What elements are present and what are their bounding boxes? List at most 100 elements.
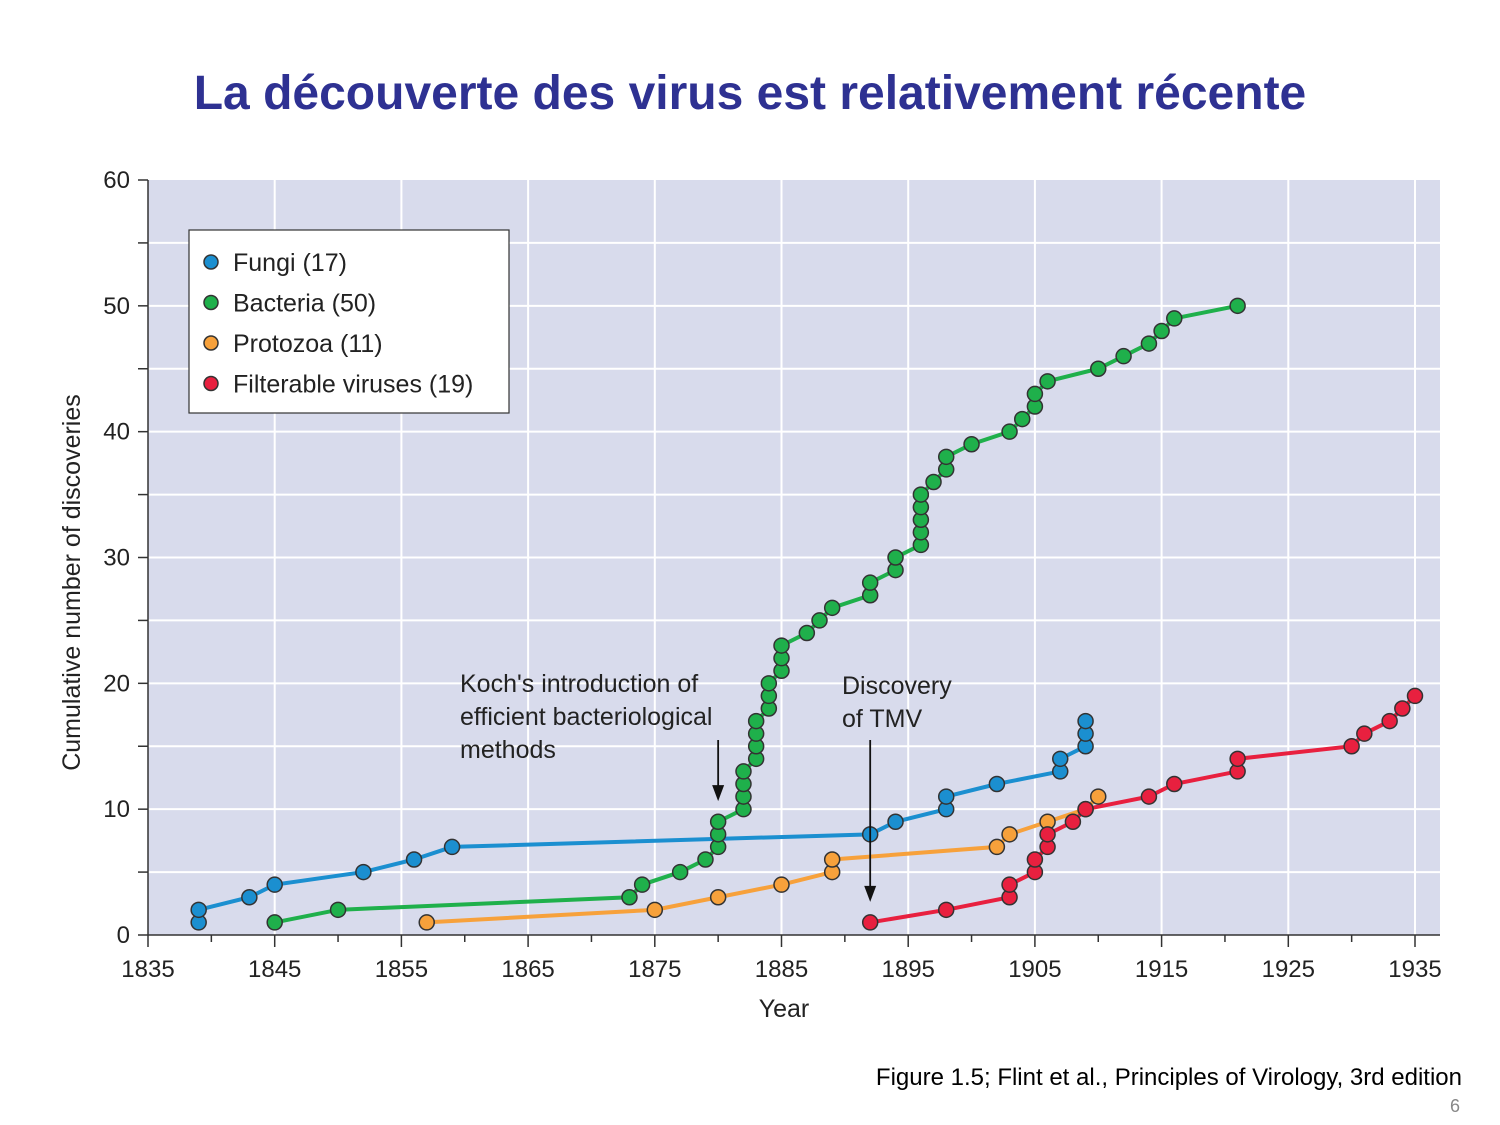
data-point-3 <box>1229 750 1246 768</box>
data-point-1 <box>912 486 930 503</box>
data-point-2 <box>646 901 664 919</box>
annotation-text: efficient bacteriological <box>460 703 712 731</box>
x-axis-label: Year <box>759 995 810 1023</box>
data-point-1 <box>925 473 942 491</box>
data-point-1 <box>1115 347 1132 365</box>
y-tick-label: 20 <box>103 670 130 697</box>
y-tick-label: 0 <box>117 922 130 949</box>
x-tick-label: 1865 <box>501 956 554 983</box>
arrowhead <box>864 885 877 902</box>
data-point-1 <box>621 889 638 906</box>
y-tick-label: 60 <box>103 167 130 194</box>
data-point-1 <box>1001 423 1018 440</box>
data-point-3 <box>937 901 955 919</box>
data-point-3 <box>1394 700 1411 717</box>
data-point-2 <box>1090 788 1107 805</box>
data-point-1 <box>760 675 778 692</box>
data-point-2 <box>773 876 790 893</box>
data-point-2 <box>418 914 435 931</box>
legend-marker <box>203 335 219 351</box>
data-point-0 <box>405 851 423 868</box>
y-tick-label: 10 <box>103 796 130 823</box>
data-point-1 <box>329 901 347 919</box>
legend-marker <box>203 294 219 311</box>
data-point-0 <box>190 901 207 919</box>
data-point-2 <box>823 851 841 868</box>
annotation-text: Discovery <box>842 672 952 700</box>
data-point-1 <box>747 712 765 730</box>
data-point-0 <box>988 775 1006 793</box>
data-point-1 <box>633 876 651 893</box>
data-point-1 <box>1229 297 1246 315</box>
legend-box <box>188 229 510 414</box>
legend-label: Protozoa (11) <box>233 330 383 358</box>
data-point-1 <box>1166 310 1183 327</box>
data-point-1 <box>1153 322 1170 340</box>
data-point-3 <box>1001 876 1018 893</box>
y-axis-label: Cumulative number of discoveries <box>58 394 86 771</box>
legend-marker <box>203 254 219 270</box>
data-point-3 <box>1343 738 1360 755</box>
data-point-1 <box>1013 410 1031 428</box>
data-point-1 <box>861 574 879 591</box>
x-tick-label: 1855 <box>375 956 428 983</box>
data-point-3 <box>1039 826 1056 843</box>
x-tick-label: 1925 <box>1262 956 1315 983</box>
x-tick-label: 1875 <box>628 956 681 983</box>
data-point-0 <box>937 788 955 805</box>
data-point-3 <box>1406 687 1424 705</box>
y-tick-label: 40 <box>103 419 130 446</box>
data-point-3 <box>1356 725 1373 742</box>
data-point-3 <box>1140 788 1158 805</box>
x-tick-label: 1885 <box>755 956 808 983</box>
data-point-2 <box>988 838 1006 856</box>
arrowhead <box>712 785 725 802</box>
x-tick-label: 1835 <box>121 956 174 983</box>
data-point-0 <box>266 876 283 893</box>
data-point-1 <box>671 863 689 881</box>
data-point-0 <box>355 863 372 881</box>
data-point-3 <box>1026 851 1044 868</box>
data-point-3 <box>1166 775 1183 793</box>
data-point-1 <box>266 914 283 931</box>
data-point-0 <box>1051 750 1069 768</box>
data-point-1 <box>937 448 955 466</box>
data-point-3 <box>861 914 879 931</box>
y-tick-label: 50 <box>103 293 130 320</box>
data-point-3 <box>1381 712 1398 730</box>
x-tick-label: 1915 <box>1135 956 1188 983</box>
data-point-2 <box>709 889 727 906</box>
legend-label: Fungi (17) <box>233 249 347 277</box>
data-point-1 <box>709 813 727 830</box>
data-point-0 <box>443 838 461 856</box>
data-point-1 <box>1140 335 1158 352</box>
data-point-1 <box>1026 385 1044 403</box>
legend-marker <box>203 375 219 392</box>
legend-label: Filterable viruses (19) <box>233 371 473 399</box>
data-point-1 <box>1039 373 1056 390</box>
legend-label: Bacteria (50) <box>233 290 376 318</box>
slide-number: 6 <box>1449 1096 1460 1116</box>
figure-caption: Figure 1.5; Flint et al., Principles of … <box>875 1064 1462 1091</box>
data-point-1 <box>798 624 816 642</box>
data-point-1 <box>1090 360 1107 377</box>
x-tick-label: 1905 <box>1008 956 1061 983</box>
data-point-1 <box>773 637 790 654</box>
annotation-text: of TMV <box>842 705 922 733</box>
x-tick-label: 1845 <box>248 956 301 983</box>
slide-title: La découverte des virus est relativement… <box>193 67 1307 120</box>
data-point-1 <box>735 763 752 780</box>
data-point-3 <box>1077 800 1094 818</box>
data-point-1 <box>823 599 841 617</box>
annotation-text: methods <box>460 736 556 764</box>
annotation-text: Koch's introduction of <box>460 670 698 698</box>
data-point-2 <box>1001 826 1018 843</box>
y-tick-label: 30 <box>103 545 130 572</box>
data-point-0 <box>241 889 258 906</box>
x-tick-label: 1935 <box>1388 956 1441 983</box>
data-point-1 <box>887 549 904 566</box>
x-tick-label: 1895 <box>882 956 935 983</box>
data-point-3 <box>1064 813 1082 830</box>
data-point-0 <box>887 813 904 830</box>
data-point-1 <box>697 851 714 868</box>
